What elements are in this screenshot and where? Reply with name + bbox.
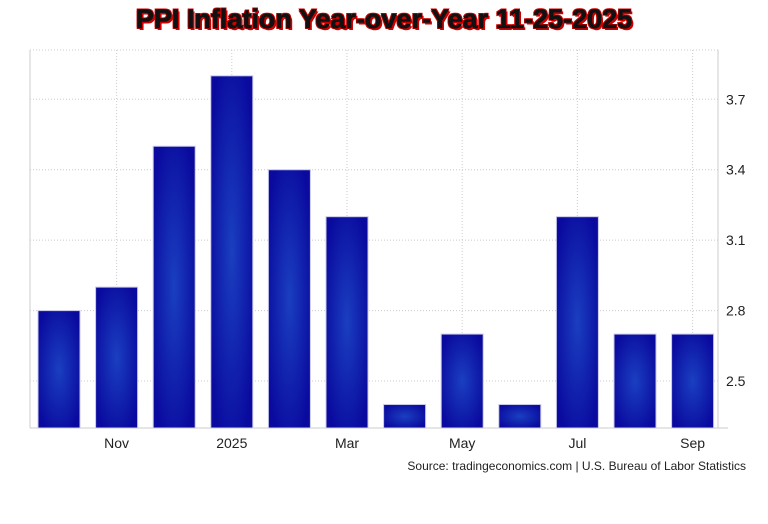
bar-Nov	[95, 286, 139, 429]
x-tick-label: May	[449, 435, 475, 451]
bar-Feb	[267, 169, 311, 429]
y-tick-label: 2.8	[726, 303, 746, 319]
y-tick-label: 2.5	[726, 373, 746, 389]
bar-Aug	[613, 333, 657, 429]
x-tick-label: Sep	[680, 435, 705, 451]
bar-Jun	[498, 404, 542, 429]
bar-Dec	[152, 145, 196, 429]
x-tick-label: Nov	[104, 435, 129, 451]
bar-Mar	[325, 216, 369, 429]
bar-May	[440, 333, 484, 429]
bar-Jul	[555, 216, 599, 429]
bar-Apr	[383, 404, 427, 429]
y-tick-label: 3.4	[726, 162, 746, 178]
bar-Sep	[671, 333, 715, 429]
y-tick-label: 3.7	[726, 91, 746, 107]
x-tick-label: 2025	[216, 435, 247, 451]
y-tick-label: 3.1	[726, 232, 746, 248]
source-note: Source: tradingeconomics.com | U.S. Bure…	[407, 459, 746, 473]
x-tick-label: Mar	[335, 435, 359, 451]
chart-title: PPI Inflation Year-over-Year 11-25-2025	[135, 4, 633, 35]
bar-Oct	[37, 310, 81, 429]
bar-2025	[210, 75, 254, 429]
x-tick-label: Jul	[568, 435, 586, 451]
